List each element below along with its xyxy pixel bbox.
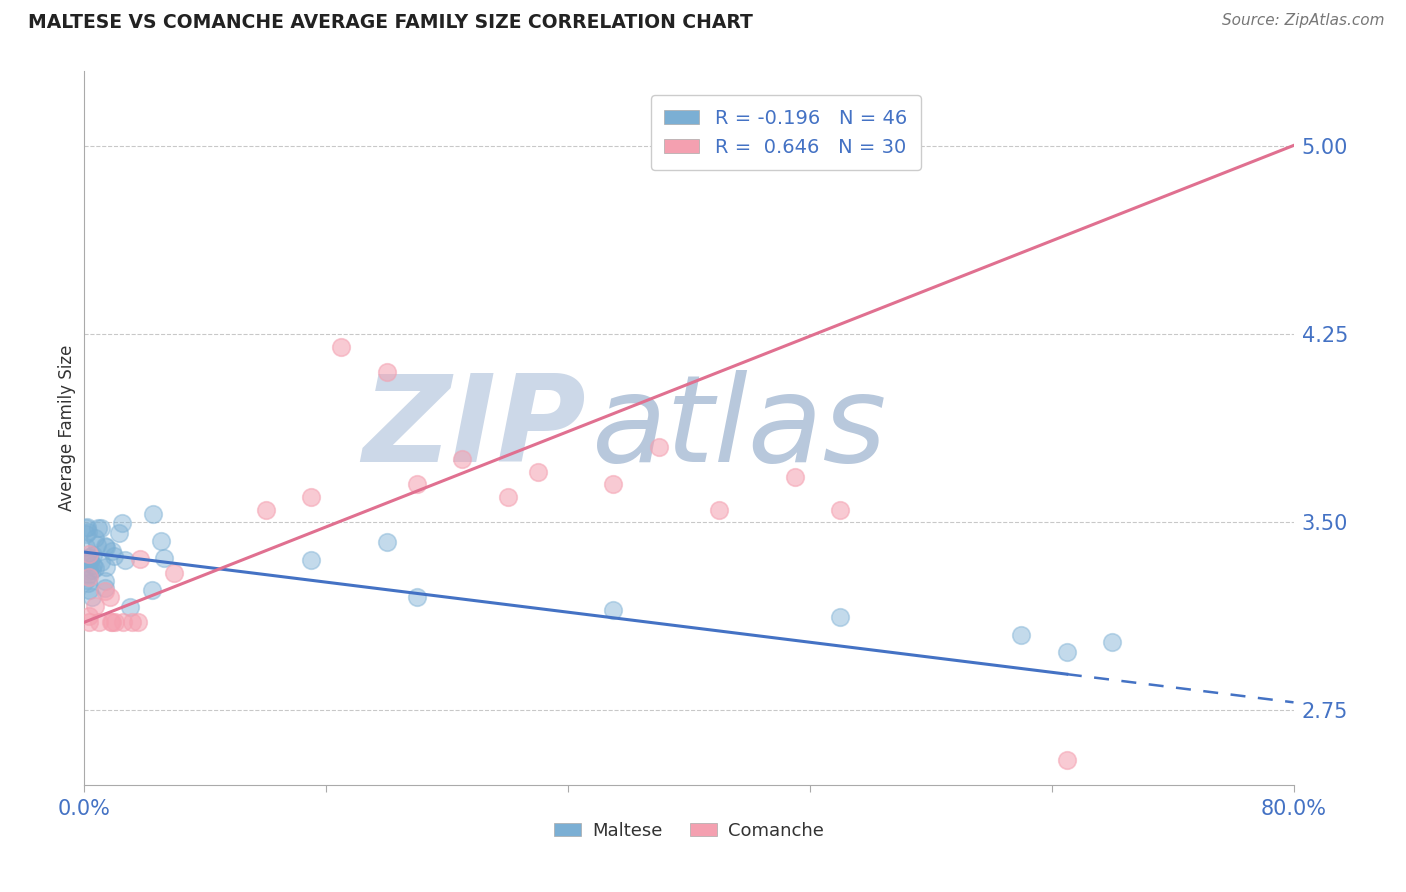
- Point: [87, 521, 110, 535]
- Point: [111, 615, 134, 629]
- Point: [118, 599, 141, 614]
- Point: [129, 552, 152, 566]
- Point: [783, 470, 806, 484]
- Point: [254, 502, 277, 516]
- Text: atlas: atlas: [592, 369, 887, 487]
- Point: [709, 502, 731, 516]
- Point: [299, 490, 322, 504]
- Point: [406, 590, 429, 604]
- Point: [1101, 635, 1123, 649]
- Point: [75, 526, 97, 541]
- Point: [375, 365, 398, 379]
- Point: [84, 561, 107, 575]
- Point: [496, 490, 519, 504]
- Point: [75, 521, 97, 535]
- Text: MALTESE VS COMANCHE AVERAGE FAMILY SIZE CORRELATION CHART: MALTESE VS COMANCHE AVERAGE FAMILY SIZE …: [28, 13, 754, 32]
- Point: [830, 502, 852, 516]
- Point: [82, 548, 104, 562]
- Point: [1056, 753, 1078, 767]
- Point: [77, 547, 100, 561]
- Point: [77, 609, 100, 624]
- Point: [1056, 645, 1078, 659]
- Point: [93, 539, 115, 553]
- Point: [83, 531, 105, 545]
- Point: [1011, 628, 1033, 642]
- Point: [152, 550, 174, 565]
- Point: [94, 559, 117, 574]
- Point: [114, 553, 136, 567]
- Point: [75, 540, 97, 554]
- Point: [94, 574, 117, 589]
- Point: [82, 591, 104, 605]
- Point: [94, 540, 117, 554]
- Point: [104, 615, 127, 630]
- Point: [94, 583, 117, 598]
- Point: [77, 524, 100, 539]
- Point: [108, 526, 131, 541]
- Point: [101, 543, 124, 558]
- Point: [77, 550, 100, 565]
- Point: [77, 576, 100, 591]
- Point: [82, 563, 104, 577]
- Point: [86, 538, 108, 552]
- Point: [830, 610, 852, 624]
- Point: [94, 581, 117, 595]
- Point: [84, 599, 107, 614]
- Point: [100, 615, 122, 630]
- Point: [602, 603, 624, 617]
- Legend: Maltese, Comanche: Maltese, Comanche: [547, 815, 831, 847]
- Point: [142, 507, 165, 521]
- Text: ZIP: ZIP: [363, 369, 586, 487]
- Point: [101, 615, 124, 630]
- Point: [79, 553, 101, 567]
- Point: [451, 452, 474, 467]
- Point: [111, 516, 134, 530]
- Point: [77, 615, 100, 630]
- Point: [375, 535, 398, 549]
- Point: [77, 582, 100, 597]
- Point: [299, 552, 322, 566]
- Point: [121, 615, 143, 630]
- Point: [90, 521, 112, 535]
- Point: [77, 570, 100, 584]
- Point: [602, 477, 624, 491]
- Point: [149, 534, 172, 549]
- Point: [76, 555, 98, 569]
- Point: [141, 583, 163, 598]
- Point: [82, 558, 104, 572]
- Text: Source: ZipAtlas.com: Source: ZipAtlas.com: [1222, 13, 1385, 29]
- Point: [90, 555, 112, 569]
- Point: [648, 440, 671, 454]
- Point: [87, 615, 110, 630]
- Point: [163, 566, 186, 581]
- Point: [98, 591, 121, 605]
- Y-axis label: Average Family Size: Average Family Size: [58, 345, 76, 511]
- Point: [330, 340, 353, 354]
- Point: [127, 615, 149, 630]
- Point: [77, 564, 100, 578]
- Point: [406, 477, 429, 491]
- Point: [76, 520, 98, 534]
- Point: [79, 566, 101, 581]
- Point: [103, 549, 125, 563]
- Point: [527, 465, 550, 479]
- Point: [75, 573, 97, 587]
